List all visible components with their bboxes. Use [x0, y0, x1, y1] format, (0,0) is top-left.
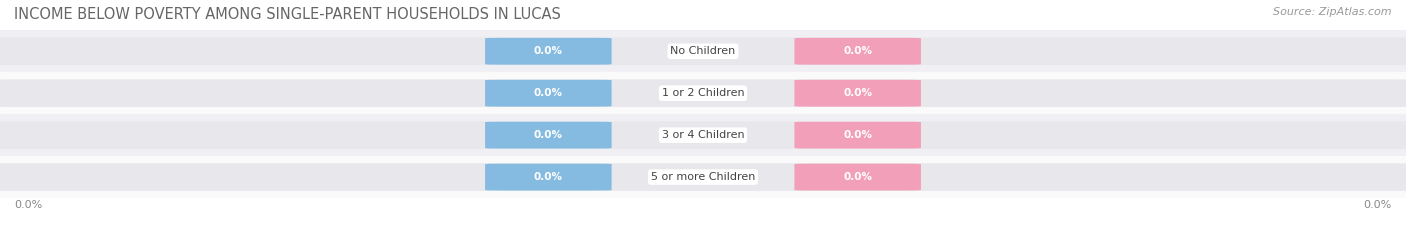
- Text: 1 or 2 Children: 1 or 2 Children: [662, 88, 744, 98]
- Text: 0.0%: 0.0%: [844, 172, 872, 182]
- FancyBboxPatch shape: [0, 163, 1406, 191]
- FancyBboxPatch shape: [0, 79, 1406, 107]
- Text: 0.0%: 0.0%: [844, 46, 872, 56]
- FancyBboxPatch shape: [0, 38, 1406, 65]
- Text: INCOME BELOW POVERTY AMONG SINGLE-PARENT HOUSEHOLDS IN LUCAS: INCOME BELOW POVERTY AMONG SINGLE-PARENT…: [14, 7, 561, 22]
- Text: 0.0%: 0.0%: [1364, 200, 1392, 210]
- FancyBboxPatch shape: [485, 122, 612, 149]
- FancyBboxPatch shape: [794, 122, 921, 149]
- Text: 0.0%: 0.0%: [534, 46, 562, 56]
- Text: 5 or more Children: 5 or more Children: [651, 172, 755, 182]
- Text: 0.0%: 0.0%: [14, 200, 42, 210]
- FancyBboxPatch shape: [485, 80, 612, 107]
- Bar: [0, 156, 1406, 198]
- Bar: [0, 114, 1406, 156]
- FancyBboxPatch shape: [794, 164, 921, 191]
- FancyBboxPatch shape: [485, 38, 612, 65]
- Text: Source: ZipAtlas.com: Source: ZipAtlas.com: [1274, 7, 1392, 17]
- Text: 3 or 4 Children: 3 or 4 Children: [662, 130, 744, 140]
- Bar: [0, 72, 1406, 114]
- FancyBboxPatch shape: [794, 80, 921, 107]
- FancyBboxPatch shape: [794, 38, 921, 65]
- Text: 0.0%: 0.0%: [534, 88, 562, 98]
- Text: No Children: No Children: [671, 46, 735, 56]
- Bar: [0, 30, 1406, 72]
- FancyBboxPatch shape: [485, 164, 612, 191]
- Text: 0.0%: 0.0%: [534, 172, 562, 182]
- Text: 0.0%: 0.0%: [844, 88, 872, 98]
- Text: 0.0%: 0.0%: [534, 130, 562, 140]
- FancyBboxPatch shape: [0, 121, 1406, 149]
- Text: 0.0%: 0.0%: [844, 130, 872, 140]
